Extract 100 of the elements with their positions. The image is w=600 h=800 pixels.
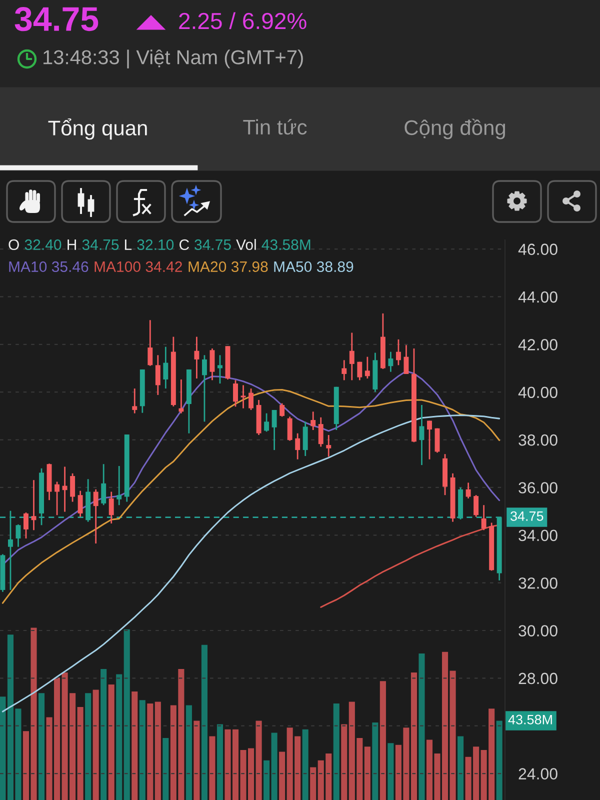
text: Cộng đồng	[404, 118, 506, 140]
candlestick	[474, 494, 479, 518]
candlestick	[62, 466, 68, 512]
candlestick	[272, 409, 277, 451]
text: MA100 34.42	[94, 261, 182, 272]
bar	[194, 720, 200, 800]
bar	[458, 736, 464, 800]
bar	[0, 696, 6, 800]
annotation: 32.40	[24, 239, 62, 250]
bar	[108, 684, 114, 800]
candlestick	[16, 524, 21, 548]
candlestick	[326, 434, 332, 458]
candlestick	[419, 404, 424, 466]
bar	[271, 732, 278, 800]
candlestick	[70, 472, 76, 502]
text: MA20 37.98	[188, 261, 268, 272]
bar	[154, 702, 161, 800]
line-series	[2, 388, 500, 604]
y-tick-label: 42.00	[518, 339, 558, 350]
candlestick	[248, 388, 254, 411]
bar	[216, 724, 224, 800]
bar	[77, 706, 84, 800]
candlestick	[342, 359, 347, 381]
bar	[38, 693, 45, 800]
bar	[92, 690, 99, 800]
text: Tổng quan	[48, 118, 147, 140]
candlestick	[178, 378, 184, 414]
chart-subtitle: 2.25 / 6.92%	[179, 12, 306, 30]
candlestick	[302, 420, 308, 457]
candlestick	[404, 344, 409, 375]
bar	[418, 654, 425, 800]
bar	[85, 693, 92, 800]
candlestick	[388, 351, 394, 373]
candlestick	[93, 488, 98, 544]
text: 34.75	[14, 7, 98, 32]
candlestick	[101, 463, 106, 506]
y-tick-label: 30.00	[518, 625, 558, 636]
bar	[116, 674, 122, 800]
annotation: O	[8, 239, 19, 250]
candlestick	[396, 338, 401, 366]
candlestick	[132, 388, 138, 414]
bar	[302, 729, 308, 800]
candlestick	[264, 412, 270, 432]
y-tick-label: 36.00	[518, 482, 558, 494]
bar	[264, 760, 270, 800]
text: MA10 35.46	[9, 261, 88, 272]
chart-title: 34.75	[82, 239, 119, 250]
y-tick-label: 40.00	[518, 386, 558, 398]
bar	[209, 736, 216, 800]
candlestick	[116, 465, 122, 506]
line-series	[2, 414, 500, 712]
annotation: C	[180, 239, 190, 250]
bar	[132, 691, 138, 800]
candlestick	[163, 346, 168, 390]
candlestick	[481, 504, 486, 531]
bar	[162, 738, 169, 800]
candlestick	[357, 361, 362, 381]
candlestick	[310, 410, 316, 431]
candlestick	[233, 379, 238, 408]
bar	[372, 722, 378, 800]
bar	[388, 743, 394, 800]
bar	[201, 644, 208, 800]
candlestick	[194, 336, 200, 380]
ref-line-label: 34.75	[510, 511, 544, 521]
bar	[279, 752, 286, 800]
annotation: Vol	[236, 239, 256, 250]
y-tick-label: 24.00	[518, 768, 558, 780]
text: 13:48:33 | Việt Nam (GMT+7)	[44, 50, 303, 68]
bar	[310, 767, 316, 800]
candlestick	[287, 416, 292, 442]
y-tick-label: 38.00	[518, 434, 558, 446]
y-tick-label: 46.00	[518, 244, 558, 256]
candlestick	[148, 319, 153, 367]
bar	[380, 681, 386, 800]
annotation: L	[124, 240, 132, 250]
candlestick	[218, 354, 222, 384]
annotation: 43.58M	[262, 239, 310, 250]
candlestick	[318, 416, 324, 448]
bar	[147, 704, 154, 800]
candlestick	[210, 348, 215, 381]
bar	[124, 629, 130, 800]
candlestick	[364, 356, 370, 380]
y-tick-label: 32.00	[518, 577, 558, 589]
text: MA50 38.89	[274, 261, 354, 272]
bar	[410, 672, 418, 800]
candlestick	[240, 384, 246, 410]
bar	[450, 670, 456, 800]
candlestick	[295, 432, 300, 460]
annotation: 34.75	[194, 239, 231, 250]
candlestick	[54, 481, 60, 516]
bar	[100, 669, 107, 800]
bar	[256, 720, 262, 800]
annotation: 32.10	[137, 239, 174, 250]
candlestick	[202, 354, 207, 422]
bar	[333, 704, 340, 800]
candlestick	[427, 420, 432, 460]
candlestick	[24, 512, 28, 540]
candlestick	[280, 402, 285, 418]
y-tick-label: 44.00	[518, 291, 558, 303]
candlestick	[108, 491, 114, 524]
